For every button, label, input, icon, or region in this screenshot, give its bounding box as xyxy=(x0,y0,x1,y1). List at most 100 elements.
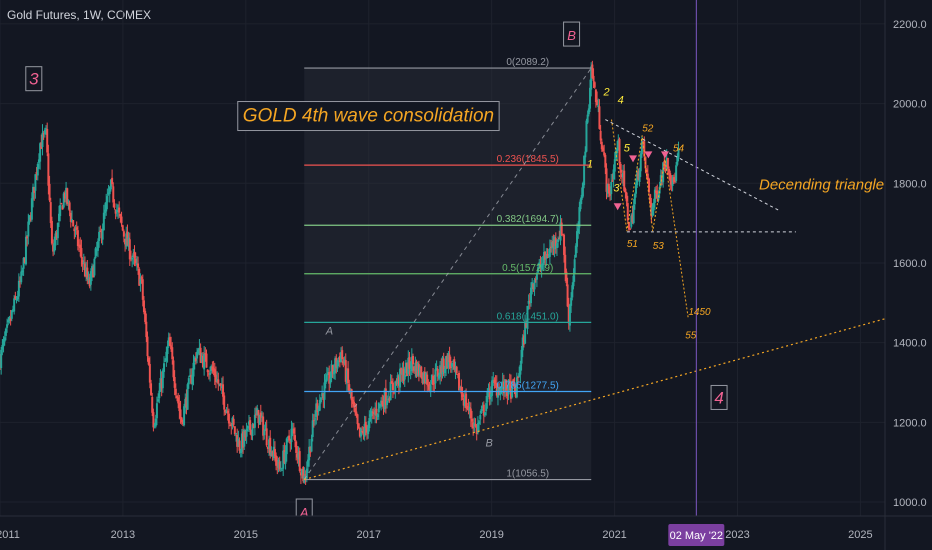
candle-body xyxy=(360,428,363,437)
candle-body xyxy=(3,337,6,342)
candle-body xyxy=(277,459,280,468)
candle-body xyxy=(260,415,263,417)
candle-body xyxy=(474,423,477,427)
candle-body xyxy=(356,414,359,425)
candle-body xyxy=(657,194,660,201)
candle-body xyxy=(70,219,73,223)
candle-body xyxy=(607,183,610,194)
candle-body xyxy=(283,450,286,464)
candle-body xyxy=(468,407,471,412)
x-axis-panel xyxy=(0,516,932,550)
candle-body xyxy=(376,414,379,418)
y-tick-label: 1200.0 xyxy=(893,417,927,429)
candle-body xyxy=(295,441,298,453)
candle-body xyxy=(526,305,529,329)
candle-body xyxy=(489,394,492,398)
candle-body xyxy=(413,366,416,371)
candle-body xyxy=(100,230,103,239)
candle-body xyxy=(94,248,97,258)
candle-body xyxy=(252,424,255,429)
candle-body xyxy=(213,369,216,377)
candle-body xyxy=(87,277,90,281)
date-highlight-box xyxy=(668,524,725,546)
candle-body xyxy=(335,357,338,368)
candle-body xyxy=(430,374,433,384)
candle-body xyxy=(43,129,46,135)
candle-body xyxy=(168,337,171,347)
candle-body xyxy=(414,362,417,372)
candle-body xyxy=(363,423,366,437)
x-tick-label: 2025 xyxy=(848,529,872,541)
candle-body xyxy=(471,418,473,422)
candle-body xyxy=(7,320,10,323)
candle-body xyxy=(4,328,7,336)
candle-body xyxy=(632,204,635,224)
candle-body xyxy=(312,420,315,422)
candle-body xyxy=(518,373,521,378)
fibonacci-levels: 0(2089.2) 0.236(1845.5) 0.382(1694.7) 0.5(1… xyxy=(304,57,592,481)
candle-body xyxy=(321,392,324,397)
candle-body xyxy=(436,368,439,377)
candle-body xyxy=(508,380,511,383)
candle-body xyxy=(374,410,377,415)
candle-body xyxy=(665,157,668,170)
candle-body xyxy=(545,254,548,259)
candle-body xyxy=(284,451,287,464)
candle-body xyxy=(597,105,600,108)
candle-body xyxy=(207,373,210,375)
candle-body xyxy=(581,183,584,197)
fib-level-label: 0.382(1694.7) xyxy=(497,214,559,225)
candle-body xyxy=(542,251,545,264)
candle-body xyxy=(578,207,581,228)
candle-body xyxy=(111,177,114,185)
candle-body xyxy=(278,461,281,470)
candle-body xyxy=(631,214,634,223)
candle-body xyxy=(26,236,29,239)
candle-body xyxy=(522,335,525,345)
candle-body xyxy=(658,186,661,194)
candle-body xyxy=(568,305,571,326)
candle-body xyxy=(502,381,505,394)
candle-body xyxy=(227,413,230,424)
candle-body xyxy=(530,287,532,304)
candle-body xyxy=(81,260,84,265)
candle-body xyxy=(646,173,649,180)
wave-label: B xyxy=(567,28,576,43)
candle-body xyxy=(399,368,402,388)
wave-marker xyxy=(660,151,669,159)
candle-body xyxy=(193,357,196,362)
candle-body xyxy=(199,347,202,363)
annotations: GOLD 4th wave consolidation Decending tri… xyxy=(237,87,884,449)
candle-body xyxy=(469,408,472,419)
candle-body xyxy=(486,391,489,403)
candle-body xyxy=(653,189,656,203)
candle-body xyxy=(525,322,528,328)
y-tick-label: 1400.0 xyxy=(893,338,927,350)
candle-body xyxy=(677,149,680,158)
candle-body xyxy=(309,446,312,453)
candle-body xyxy=(386,400,389,406)
candle-body xyxy=(350,389,353,401)
candle-body xyxy=(80,248,83,259)
candle-body xyxy=(197,349,200,354)
candle-body xyxy=(305,468,308,479)
candle-body xyxy=(63,192,66,199)
candle-body xyxy=(204,353,207,355)
candle-body xyxy=(216,379,219,382)
candle-body xyxy=(93,258,96,276)
candle-body xyxy=(117,209,119,211)
candle-body xyxy=(492,379,495,382)
candle-body xyxy=(174,388,177,395)
candle-body xyxy=(435,367,438,370)
candle-body xyxy=(483,412,486,416)
candle-body xyxy=(49,202,52,224)
candle-body xyxy=(560,222,563,235)
candle-body xyxy=(537,267,540,273)
candle-body xyxy=(196,351,199,359)
candle-body xyxy=(8,317,11,321)
candle-body xyxy=(239,450,242,453)
candle-body xyxy=(79,244,82,248)
grid-lines xyxy=(0,0,885,516)
candle-body xyxy=(517,376,520,378)
